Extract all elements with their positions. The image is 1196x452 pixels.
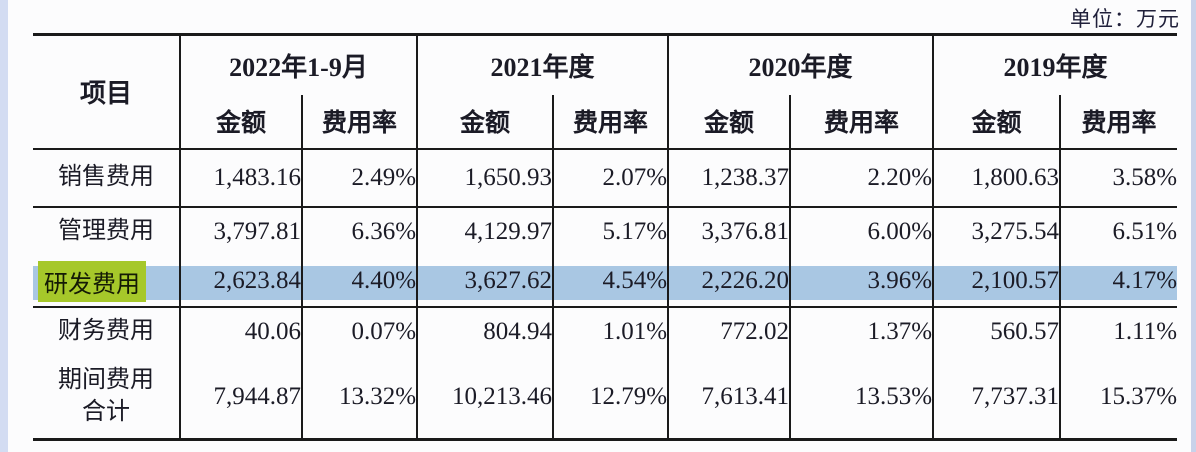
rnd-label-marker-highlight: 研发费用: [38, 260, 146, 302]
table-cell: 1,650.93: [417, 148, 555, 208]
table-cell: 3,627.62: [417, 256, 555, 308]
table-cell: 1.11%: [1113, 318, 1178, 345]
table-cell: 2.49%: [302, 148, 419, 208]
table-cell: 12.79%: [553, 356, 670, 440]
table-cell: 4.40%: [302, 256, 419, 308]
table-row-rnd-expense-highlighted: 研发费用 2,623.84 4.40% 3,627.62 4.54% 2,226…: [33, 256, 1178, 308]
table-cell: 6.51%: [1112, 218, 1178, 245]
table-cell: 2,226.20: [668, 256, 792, 308]
table-cell: 4.17%: [1060, 256, 1178, 308]
column-header-rate: 费用率: [302, 94, 419, 150]
table-cell: 3,376.81: [668, 206, 792, 257]
column-header-amount: 金额: [668, 94, 792, 150]
table-cell: 804.94: [417, 306, 555, 357]
column-header-period-2020: 2020年度: [668, 34, 935, 95]
table-cell: 560.57: [933, 306, 1062, 357]
table-cell: 1,483.16: [180, 148, 303, 208]
table-cell: 7,613.41: [668, 356, 792, 440]
table-cell: 13.53%: [790, 356, 935, 440]
table-cell: 3,275.54: [933, 206, 1062, 257]
column-header-period-2021: 2021年度: [417, 34, 670, 95]
table-cell: 2.07%: [553, 148, 670, 208]
column-header-amount: 金额: [180, 94, 303, 150]
row-label-highlighted: 研发费用: [33, 256, 181, 308]
table-cell: 3.96%: [790, 256, 935, 308]
table-cell: 4,129.97: [417, 206, 555, 257]
column-header-amount: 金额: [933, 94, 1062, 150]
table-cell: 0.07%: [302, 306, 419, 357]
table-cell: 6.00%: [790, 206, 935, 257]
table-cell: 2.20%: [790, 148, 935, 208]
page-right-edge-strip: [1191, 0, 1196, 452]
expense-rate-table: 项目 2022年1-9月 2021年度 2020年度 2019年度 金额 费用率…: [33, 33, 1178, 441]
header-sub-row: 金额 费用率 金额 费用率 金额 费用率 金额 费用率: [33, 94, 1178, 150]
column-header-period-2019: 2019年度: [1003, 52, 1108, 82]
table-cell: 6.36%: [302, 206, 419, 257]
table-cell: 4.54%: [553, 256, 670, 308]
table-cell: 3.58%: [1060, 148, 1178, 208]
column-header-rate: 费用率: [790, 94, 935, 150]
table-cell: 7,737.31: [933, 356, 1062, 440]
table-row-period-expense-total: 期间费用合计 7,944.87 13.32% 10,213.46 12.79% …: [33, 356, 1178, 440]
row-label: 管理费用: [33, 206, 181, 257]
column-header-item: 项目: [33, 34, 181, 150]
table-cell: 15.37%: [1099, 383, 1178, 411]
table-cell: 7,944.87: [180, 356, 303, 440]
table-cell: 1.01%: [553, 306, 670, 357]
row-label: 期间费用合计: [33, 356, 181, 440]
table-cell: 5.17%: [553, 206, 670, 257]
column-header-period-2022: 2022年1-9月: [180, 34, 419, 95]
table-cell: 1,238.37: [668, 148, 792, 208]
row-label: 销售费用: [33, 148, 181, 208]
table-row-sales-expense: 销售费用 1,483.16 2.49% 1,650.93 2.07% 1,238…: [33, 148, 1178, 208]
column-header-rate: 费用率: [553, 94, 670, 150]
header-year-row: 项目 2022年1-9月 2021年度 2020年度 2019年度: [33, 34, 1177, 150]
table-cell: 10,213.46: [417, 356, 555, 440]
page-left-edge-strip: [0, 0, 8, 452]
table-cell: 772.02: [668, 306, 792, 357]
table-cell: 40.06: [180, 306, 303, 357]
table-cell: 2,100.57: [933, 256, 1062, 308]
table-cell: 1,800.63: [933, 148, 1062, 208]
table-cell: 2,623.84: [180, 256, 303, 308]
row-label: 财务费用: [33, 306, 181, 357]
table-row-admin-expense: 管理费用 3,797.81 6.36% 4,129.97 5.17% 3,376…: [33, 206, 1178, 257]
table-cell: 1.37%: [790, 306, 935, 357]
column-header-rate: 费用率: [1060, 94, 1178, 150]
table-cell: 3,797.81: [180, 206, 303, 257]
table-row-finance-expense: 财务费用 40.06 0.07% 804.94 1.01% 772.02 1.3…: [33, 306, 1178, 357]
table-cell: 13.32%: [302, 356, 419, 440]
column-header-amount: 金额: [417, 94, 555, 150]
unit-label: 单位：万元: [1070, 7, 1180, 31]
